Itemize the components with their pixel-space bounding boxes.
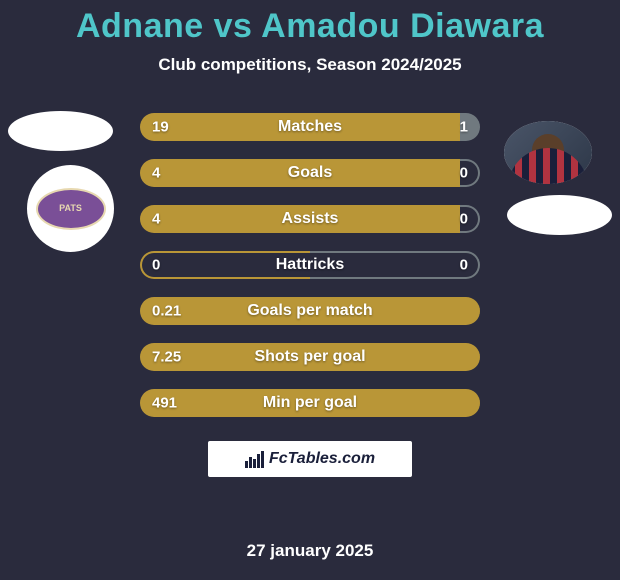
stat-bar-right (460, 113, 480, 141)
badge-text: FcTables.com (269, 450, 375, 468)
title-vs: vs (214, 7, 253, 45)
bar-chart-icon (245, 451, 265, 468)
stat-row: Min per goal491 (140, 389, 480, 417)
stat-row: Goals per match0.21 (140, 297, 480, 325)
stat-bar-right (460, 159, 480, 187)
fctables-badge[interactable]: FcTables.com (208, 441, 412, 477)
stat-bar-left (140, 389, 480, 417)
date: 27 january 2025 (0, 541, 620, 561)
stat-row: Assists40 (140, 205, 480, 233)
page-title: Adnane vs Amadou Diawara (0, 0, 620, 45)
stat-row: Matches191 (140, 113, 480, 141)
player1-oval (8, 111, 113, 151)
player2-oval (507, 195, 612, 235)
stat-bar-right (310, 251, 480, 279)
title-player2: Amadou Diawara (261, 7, 544, 45)
player2-photo (504, 121, 592, 184)
stat-bar-left (140, 297, 480, 325)
title-player1: Adnane (76, 7, 204, 45)
stat-bar-left (140, 113, 460, 141)
stat-row: Shots per goal7.25 (140, 343, 480, 371)
stat-bar-left (140, 343, 480, 371)
stat-bar-left (140, 159, 460, 187)
player1-club-logo: PATS (27, 165, 114, 252)
stat-bars: Matches191 Goals40 Assists40 Hattricks00 Goa… (140, 113, 480, 435)
club-logo-icon: PATS (36, 188, 106, 230)
stat-bar-left (140, 205, 460, 233)
comparison-stage: PATS Matches191 Goals40 Assists40 Hattricks… (0, 97, 620, 527)
club-logo-text: PATS (59, 204, 82, 213)
player-photo-icon (504, 121, 592, 184)
stat-bar-left (140, 251, 310, 279)
stat-bar-right (460, 205, 480, 233)
subtitle: Club competitions, Season 2024/2025 (0, 55, 620, 75)
stat-row: Goals40 (140, 159, 480, 187)
stat-row: Hattricks00 (140, 251, 480, 279)
